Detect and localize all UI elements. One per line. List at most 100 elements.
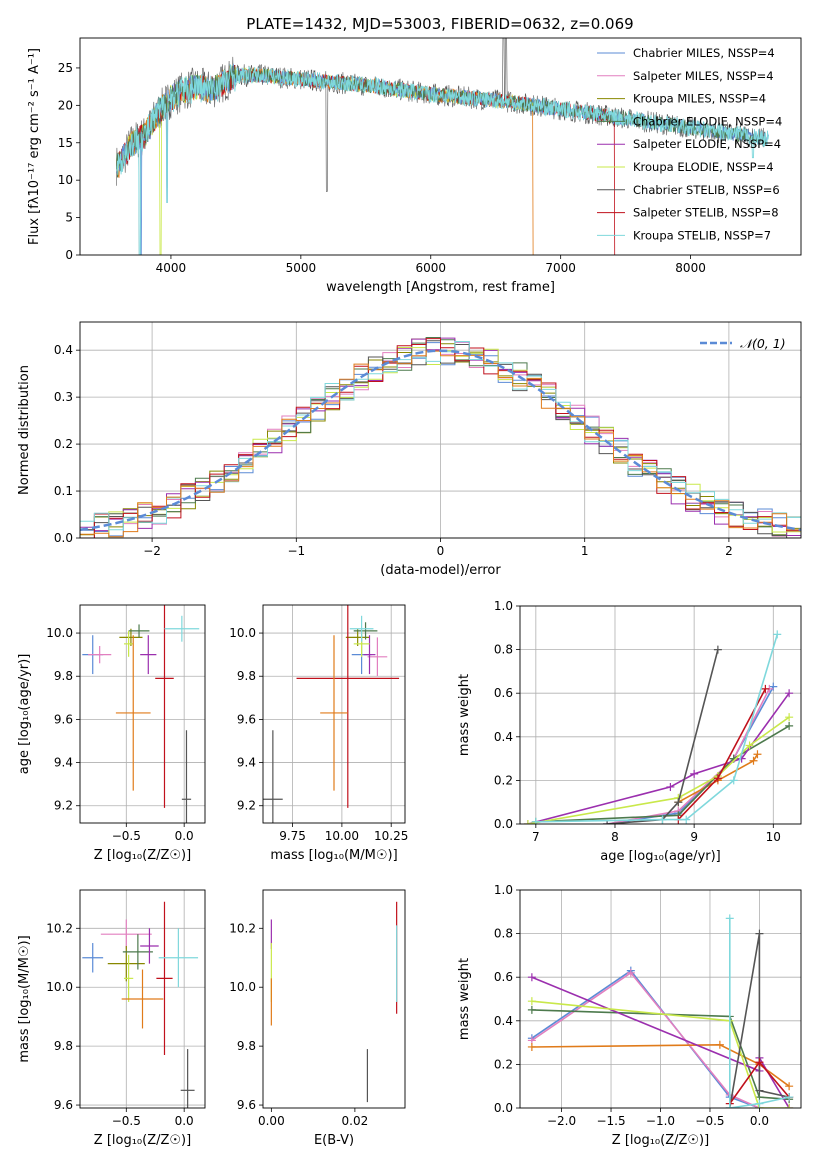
errorbar-point [367, 637, 388, 677]
y-tick-label: 10.2 [229, 921, 256, 935]
y-axis-label: Normed distribution [17, 365, 32, 495]
series-marker [527, 997, 536, 1006]
x-tick-label: −2 [143, 544, 161, 558]
y-tick-label: 10.0 [229, 626, 256, 640]
y-tick-label: 0.4 [494, 1014, 513, 1028]
axes-box [262, 889, 406, 1109]
axes-frame: 9.75 10.00 10.25 9.2 9.4 9.6 9.8 10.0 mass [log₁… [229, 604, 408, 863]
y-tick-label: 0.3 [54, 390, 73, 404]
series-line [535, 725, 790, 823]
series-marker [626, 968, 635, 977]
x-tick-label: 1 [581, 544, 589, 558]
figure-title: PLATE=1432, MJD=53003, FIBERID=0632, z=0… [246, 15, 633, 33]
series-marker [690, 769, 699, 778]
series-marker [713, 774, 722, 783]
x-tick-label: 8 [611, 830, 619, 844]
series-marker [729, 776, 738, 785]
panel-age_vs_mass: 9.75 10.00 10.25 9.2 9.4 9.6 9.8 10.0 mass [log₁… [229, 604, 408, 863]
plot-area [527, 914, 794, 1108]
errorbar-point [156, 901, 173, 1055]
legend-entry: Chabrier ELODIE, NSSP=4 [633, 114, 782, 128]
axes-frame: −0.5 0.0 9.6 9.8 10.0 10.2 Z [log₁₀(Z/Z☉)] mass… [17, 889, 206, 1148]
series-line [527, 716, 790, 824]
errorbar-point [123, 630, 134, 657]
y-tick-label: 5 [65, 211, 73, 225]
y-tick-label: 10.2 [46, 921, 73, 935]
y-tick-label: 9.2 [237, 799, 256, 813]
series-marker [773, 630, 782, 639]
histogram-series [80, 350, 801, 538]
errorbar-point [164, 615, 200, 642]
axes-frame: −2.0 −1.5 −1.0 −0.5 0.0 0.0 0.2 0.4 0.6 0.8 1.0 Z [… [457, 883, 802, 1148]
x-tick-label: 0.0 [175, 829, 194, 843]
x-tick-label: −0.5 [112, 829, 141, 843]
series-marker [749, 756, 758, 765]
series-line [535, 634, 779, 823]
axes-box [79, 604, 206, 824]
axes-frame: −2 −1 0 1 2 0.0 0.1 0.2 0.3 0.4 (data-model)/error… [17, 321, 802, 578]
errorbar-point [88, 646, 112, 664]
series-marker [755, 1099, 764, 1108]
errorbar-point [296, 605, 400, 808]
y-tick-label: 0.0 [494, 1101, 513, 1115]
panels-layer: 4000 5000 6000 7000 80000510152025wavelength… [17, 37, 802, 1148]
y-tick-label: 9.2 [54, 799, 73, 813]
errorbar-point [140, 635, 157, 675]
errorbar-point [122, 934, 153, 970]
y-tick-label: 0.8 [494, 643, 513, 657]
y-tick-label: 1.0 [494, 599, 513, 613]
errorbar-point [115, 635, 151, 791]
series-line [729, 933, 790, 1108]
y-tick-label: 9.6 [54, 712, 73, 726]
x-tick-label: 0.02 [342, 1114, 369, 1128]
y-tick-label: 9.4 [54, 756, 73, 770]
y-tick-label: 9.6 [54, 1098, 73, 1112]
series-marker [755, 1086, 764, 1095]
y-axis-label: mass weight [457, 674, 472, 756]
errorbar-point [140, 928, 159, 964]
axes-box [79, 37, 802, 256]
x-axis-label: wavelength [Angstrom, rest frame] [326, 280, 555, 295]
series-line [527, 692, 790, 824]
series-marker [715, 1040, 724, 1049]
legend-entry: Salpeter STELIB, NSSP=8 [633, 206, 779, 220]
axes-frame: 7 8 9 10 0.0 0.2 0.4 0.6 0.8 1.0 age [log₁₀(age/yr… [457, 599, 802, 864]
normal-curve [80, 349, 801, 532]
plot-area [523, 630, 794, 824]
axes-box [519, 605, 802, 825]
plot-area [270, 901, 398, 1103]
x-tick-label: 6000 [415, 261, 446, 275]
x-tick-label: −1.0 [646, 1114, 675, 1128]
y-tick-label: 0.0 [494, 817, 513, 831]
series-marker [761, 684, 770, 693]
y-tick-label: 9.8 [54, 669, 73, 683]
series-marker [785, 1104, 794, 1108]
x-tick-label: 7000 [545, 261, 576, 275]
y-tick-label: 0.6 [494, 970, 513, 984]
series-marker [531, 817, 540, 824]
series-line [677, 753, 759, 803]
x-tick-label: 2 [725, 544, 733, 558]
series-marker [745, 741, 754, 750]
series-marker [658, 815, 667, 824]
x-axis-label: age [log₁₀(age/yr)] [600, 849, 721, 864]
errorbar-point [181, 730, 192, 823]
x-axis-label: Z [log₁₀(Z/Z☉)] [612, 1133, 709, 1148]
series-marker [713, 645, 722, 654]
y-tick-label: 25 [58, 61, 73, 75]
x-tick-label: 0.0 [175, 1114, 194, 1128]
y-tick-label: 0.4 [494, 730, 513, 744]
x-tick-label: 7 [532, 830, 540, 844]
y-tick-label: 9.6 [237, 712, 256, 726]
x-axis-label: Z [log₁₀(Z/Z☉)] [94, 848, 191, 863]
series-marker [785, 689, 794, 698]
series-marker [755, 1058, 764, 1067]
series-line [607, 649, 719, 824]
axes-frame: 4000 5000 6000 7000 8000 0 5 10 15 20 25 wavelength… [27, 37, 802, 295]
legend-entry: 𝒩(0, 1) [740, 336, 786, 351]
series-line [531, 971, 760, 1108]
errorbar-point [363, 635, 376, 675]
legend: Chabrier MILES, NSSP=4 Salpeter MILES, NS… [597, 46, 782, 242]
spectrum-line [116, 63, 769, 255]
x-tick-label: 10.25 [374, 829, 408, 843]
